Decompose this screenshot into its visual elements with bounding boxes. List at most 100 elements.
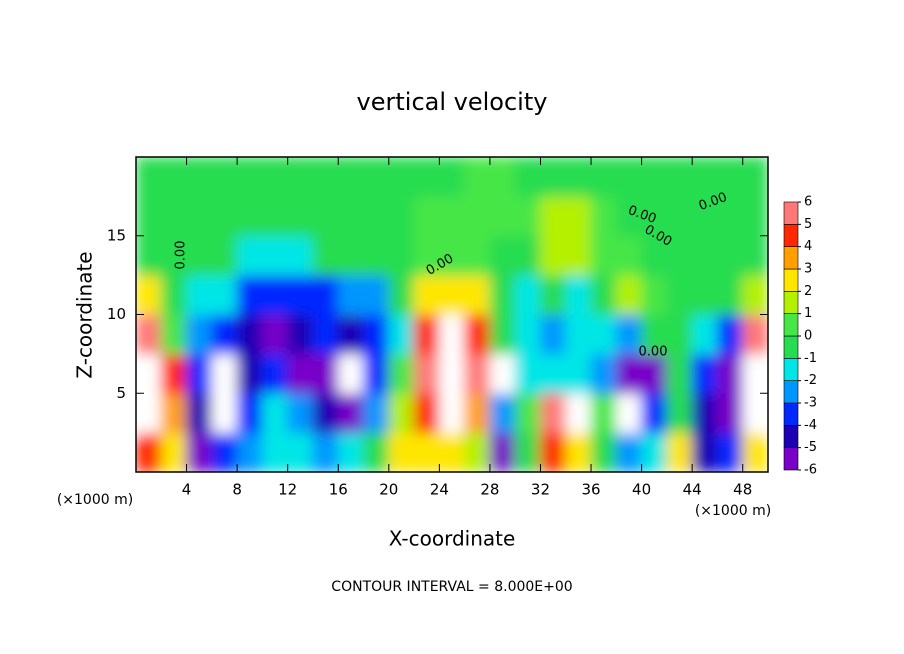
cell — [211, 157, 238, 197]
cell — [337, 432, 365, 472]
cell — [742, 195, 768, 237]
cell — [261, 314, 289, 355]
cell — [438, 314, 466, 355]
cell — [337, 195, 365, 237]
cell — [388, 274, 415, 315]
cell — [236, 432, 263, 472]
cell — [666, 157, 693, 197]
cell — [565, 432, 592, 472]
cell — [287, 157, 314, 197]
cell — [337, 314, 365, 355]
cell — [160, 157, 188, 197]
cell — [590, 274, 617, 315]
cell — [363, 235, 390, 276]
cell — [186, 157, 213, 197]
contour-label: 0.00 — [174, 241, 189, 270]
chart-title: vertical velocity — [357, 88, 548, 116]
cell — [160, 235, 188, 276]
cell — [691, 314, 718, 355]
colorbar-box — [783, 268, 799, 292]
cell — [186, 392, 213, 434]
cell — [489, 392, 516, 434]
cell — [388, 392, 415, 434]
x-tick-label: 20 — [379, 481, 398, 499]
colorbar-label: -1 — [804, 351, 817, 366]
x-tick-label: 32 — [531, 481, 550, 499]
cell — [590, 392, 617, 434]
cell — [160, 314, 188, 355]
cell — [186, 314, 213, 355]
colorbar-box — [783, 358, 799, 381]
cell — [565, 353, 592, 394]
cell — [615, 274, 643, 315]
cell — [716, 274, 744, 315]
y-tick-label: 5 — [116, 384, 126, 402]
cell — [287, 314, 314, 355]
cell — [641, 195, 668, 237]
cell — [211, 432, 238, 472]
cell — [388, 314, 415, 355]
cell — [464, 195, 491, 237]
colorbar-label: 1 — [804, 306, 812, 321]
cell — [287, 235, 314, 276]
cell — [312, 392, 339, 434]
x-tick-label: 4 — [182, 481, 192, 499]
y-tick-label: 10 — [107, 305, 126, 323]
cell — [716, 235, 744, 276]
cell — [539, 432, 567, 472]
cell — [641, 392, 668, 434]
cell — [464, 392, 491, 434]
cell — [666, 353, 693, 394]
cell — [514, 195, 541, 237]
cell — [337, 274, 365, 315]
x-tick-label: 12 — [278, 481, 297, 499]
cell — [211, 274, 238, 315]
cell — [312, 274, 339, 315]
colorbar-label: 6 — [804, 195, 812, 210]
x-tick-label: 8 — [232, 481, 242, 499]
cell — [691, 195, 718, 237]
x-tick-label: 28 — [480, 481, 499, 499]
colorbar-box — [783, 447, 799, 471]
cell — [261, 235, 289, 276]
cell — [742, 314, 768, 355]
cell — [136, 392, 162, 434]
cell — [590, 353, 617, 394]
cell — [539, 195, 567, 237]
cell — [716, 195, 744, 237]
cell — [160, 432, 188, 472]
cell — [691, 235, 718, 276]
cell — [565, 392, 592, 434]
cell — [539, 353, 567, 394]
cell — [514, 157, 541, 197]
colorbar-label: 4 — [804, 239, 812, 254]
cell — [388, 235, 415, 276]
cell — [236, 392, 263, 434]
cell — [641, 353, 668, 394]
cell — [716, 392, 744, 434]
cell — [438, 353, 466, 394]
field-cells — [136, 157, 768, 472]
cell — [312, 314, 339, 355]
cell — [413, 157, 440, 197]
cell — [438, 432, 466, 472]
cell — [388, 195, 415, 237]
cell — [489, 314, 516, 355]
cell — [641, 157, 668, 197]
cell — [261, 353, 289, 394]
cell — [691, 353, 718, 394]
cell — [438, 392, 466, 434]
cell — [742, 235, 768, 276]
cell — [136, 157, 162, 197]
cell — [666, 235, 693, 276]
cell — [413, 432, 440, 472]
cell — [211, 314, 238, 355]
contour-label: 0.00 — [639, 345, 668, 360]
cell — [363, 195, 390, 237]
cell — [565, 314, 592, 355]
cell — [160, 195, 188, 237]
colorbar-box — [783, 335, 799, 359]
cell — [337, 353, 365, 394]
cell — [438, 235, 466, 276]
cell — [388, 353, 415, 394]
